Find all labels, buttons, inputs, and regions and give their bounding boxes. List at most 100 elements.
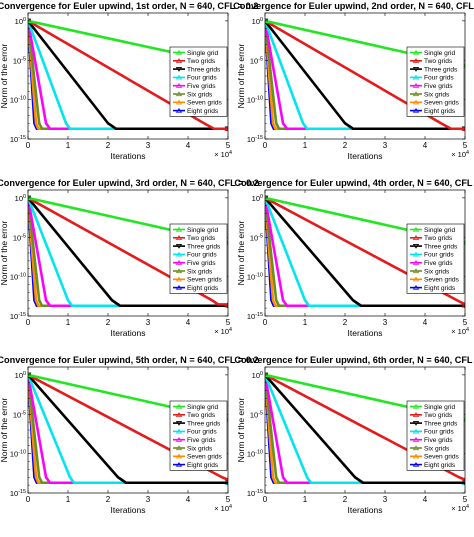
legend-box xyxy=(406,223,465,294)
legend-label-seven-grids: Seven grids xyxy=(187,454,223,461)
x-tick-label: 5 xyxy=(226,318,231,327)
y-tick-label: 10-10 xyxy=(247,96,263,105)
y-tick-label: 10-10 xyxy=(10,450,26,459)
legend-label-two-grids: Two grids xyxy=(424,235,453,242)
legend-box xyxy=(169,46,228,117)
chart-panel-4: Convergence for Euler upwind, 4th order,… xyxy=(234,178,474,338)
series-marker-two-grids xyxy=(461,301,465,307)
series-line-three-grids xyxy=(28,197,228,308)
legend-marker-eight-grids xyxy=(175,107,183,113)
legend-marker-three-grids xyxy=(175,67,183,72)
legend-label-two-grids: Two grids xyxy=(424,58,453,65)
series-line-two-grids xyxy=(28,196,228,306)
legend-marker-single-grid xyxy=(175,403,183,409)
legend-label-seven-grids: Seven grids xyxy=(424,100,460,107)
legend-marker-four-grids xyxy=(175,251,183,257)
chart-panel-6: Convergence for Euler upwind, 6th order,… xyxy=(234,355,474,515)
legend-marker-three-grids xyxy=(175,421,183,426)
y-tick-label: 10-15 xyxy=(10,312,26,321)
legend-marker-five-grids xyxy=(412,83,420,88)
legend-label-eight-grids: Eight grids xyxy=(424,285,456,292)
y-tick-label: 10-15 xyxy=(10,135,26,144)
y-tick-label: 10-5 xyxy=(250,410,263,419)
x-axis-label: Iterations xyxy=(111,328,146,338)
y-tick-label: 10-10 xyxy=(247,273,263,282)
legend-marker-six-grids xyxy=(412,445,420,451)
series-line-two-grids xyxy=(265,373,465,481)
legend-label-five-grids: Five grids xyxy=(187,260,216,267)
y-axis-label: Norm of the error xyxy=(236,397,246,462)
series-marker-three-grids xyxy=(461,480,465,486)
legend-marker-two-grids xyxy=(412,235,420,240)
x-multiplier-label: × 104 xyxy=(451,150,469,159)
legend-marker-single-grid xyxy=(412,403,420,409)
legend-marker-single-grid xyxy=(175,226,183,232)
x-tick-label: 1 xyxy=(303,318,308,327)
x-multiplier-label: × 104 xyxy=(214,150,232,159)
x-tick-label: 0 xyxy=(26,141,31,150)
legend-label-three-grids: Three grids xyxy=(424,243,458,250)
legend-label-seven-grids: Seven grids xyxy=(187,100,223,107)
x-tick-label: 3 xyxy=(383,318,388,327)
legend-label-four-grids: Four grids xyxy=(187,429,217,436)
legend-label-five-grids: Five grids xyxy=(187,437,216,444)
chart-title: Convergence for Euler upwind, 4th order,… xyxy=(234,178,474,188)
series-marker-two-grids xyxy=(461,476,465,482)
legend-marker-seven-grids xyxy=(412,99,420,105)
x-tick-label: 4 xyxy=(186,495,191,504)
legend-label-eight-grids: Eight grids xyxy=(187,285,219,292)
legend-label-four-grids: Four grids xyxy=(424,252,454,259)
x-tick-label: 0 xyxy=(263,141,268,150)
legend-marker-four-grids xyxy=(412,74,420,80)
legend-label-seven-grids: Seven grids xyxy=(424,454,460,461)
legend-label-two-grids: Two grids xyxy=(187,235,216,242)
y-tick-label: 10-10 xyxy=(10,96,26,105)
legend-marker-four-grids xyxy=(175,74,183,80)
legend-label-two-grids: Two grids xyxy=(187,412,216,419)
legend-label-six-grids: Six grids xyxy=(187,91,213,98)
x-axis-label: Iterations xyxy=(348,151,383,161)
series-line-three-grids xyxy=(265,20,465,131)
x-multiplier-label: × 104 xyxy=(451,504,469,513)
legend-marker-single-grid xyxy=(412,226,420,232)
chart-panel-3: Convergence for Euler upwind, 3rd order,… xyxy=(0,178,259,338)
legend-marker-five-grids xyxy=(412,437,420,442)
y-tick-label: 10-15 xyxy=(247,135,263,144)
legend-label-three-grids: Three grids xyxy=(424,420,458,427)
series-line-two-grids xyxy=(265,19,465,131)
y-axis-label: Norm of the error xyxy=(0,397,9,462)
legend-label-four-grids: Four grids xyxy=(187,75,217,82)
legend-box xyxy=(406,46,465,117)
x-tick-label: 5 xyxy=(226,141,231,150)
x-tick-label: 3 xyxy=(146,495,151,504)
x-tick-label: 1 xyxy=(303,495,308,504)
legend-label-five-grids: Five grids xyxy=(424,83,453,90)
series-group xyxy=(265,18,465,132)
x-axis-label: Iterations xyxy=(111,151,146,161)
legend-label-seven-grids: Seven grids xyxy=(187,277,223,284)
legend-marker-two-grids xyxy=(412,58,420,63)
chart-title: Convergence for Euler upwind, 1st order,… xyxy=(0,1,258,11)
x-tick-label: 0 xyxy=(26,318,31,327)
legend-label-single-grid: Single grid xyxy=(424,50,455,57)
legend-label-six-grids: Six grids xyxy=(424,91,450,98)
legend-marker-eight-grids xyxy=(412,461,420,467)
x-axis-label: Iterations xyxy=(348,505,383,515)
legend-marker-five-grids xyxy=(175,437,183,442)
legend-label-three-grids: Three grids xyxy=(187,420,221,427)
x-tick-label: 2 xyxy=(343,495,348,504)
y-tick-label: 100 xyxy=(252,194,263,203)
x-tick-label: 5 xyxy=(463,495,468,504)
x-tick-label: 4 xyxy=(423,141,428,150)
x-tick-label: 3 xyxy=(146,318,151,327)
legend-marker-eight-grids xyxy=(175,461,183,467)
chart-panel-5: Convergence for Euler upwind, 5th order,… xyxy=(0,355,259,515)
x-tick-label: 0 xyxy=(26,495,31,504)
x-tick-label: 4 xyxy=(423,495,428,504)
x-multiplier-label: × 104 xyxy=(451,327,469,336)
legend-label-single-grid: Single grid xyxy=(187,227,218,234)
y-tick-label: 10-5 xyxy=(13,410,26,419)
